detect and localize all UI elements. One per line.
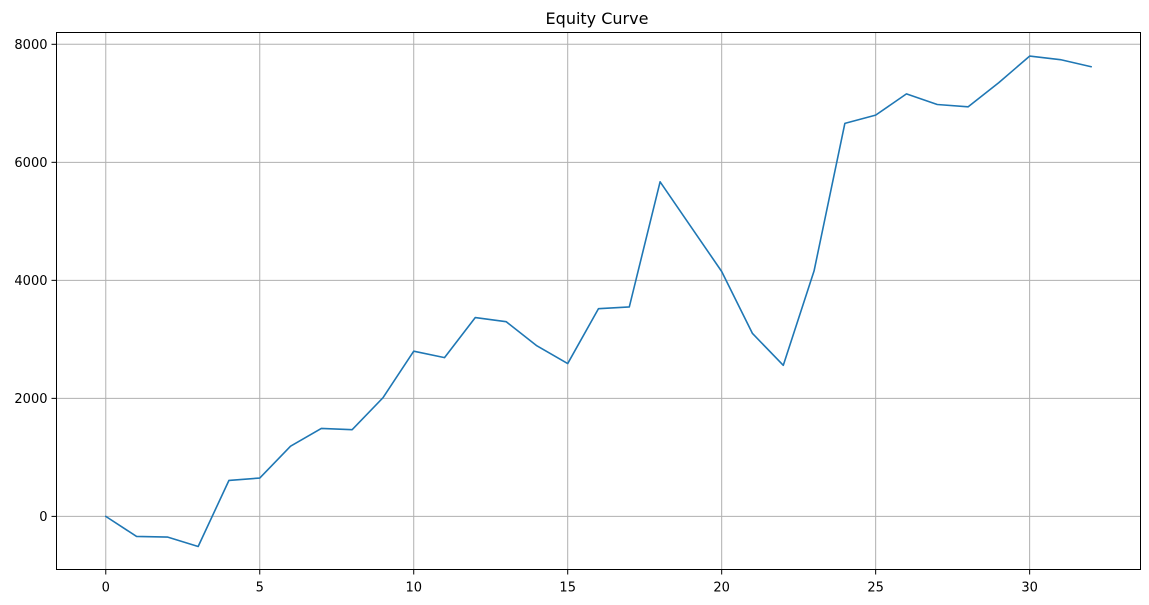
x-tick-label: 25 [867,581,884,596]
x-tick-label: 5 [256,581,264,596]
series-layer [104,55,1093,548]
x-tick-label: 20 [713,581,730,596]
plot-frame [56,32,1141,570]
x-tick-label: 15 [559,581,576,596]
tick-layer: 0 5 10 15 20 25 30 0 2000 4000 6000 8000 [14,38,1038,596]
equity-series-line [104,55,1093,548]
y-tick-label: 4000 [14,274,47,289]
y-tick-label: 0 [39,510,47,525]
y-tick-label: 6000 [14,156,47,171]
x-tick-label: 0 [102,581,110,596]
x-tick-label: 30 [1021,581,1038,596]
grid-layer [56,32,1141,570]
chart-title: Equity Curve [546,9,649,28]
y-tick-label: 2000 [14,392,47,407]
y-tick-label: 8000 [14,38,47,53]
x-tick-label: 10 [405,581,422,596]
